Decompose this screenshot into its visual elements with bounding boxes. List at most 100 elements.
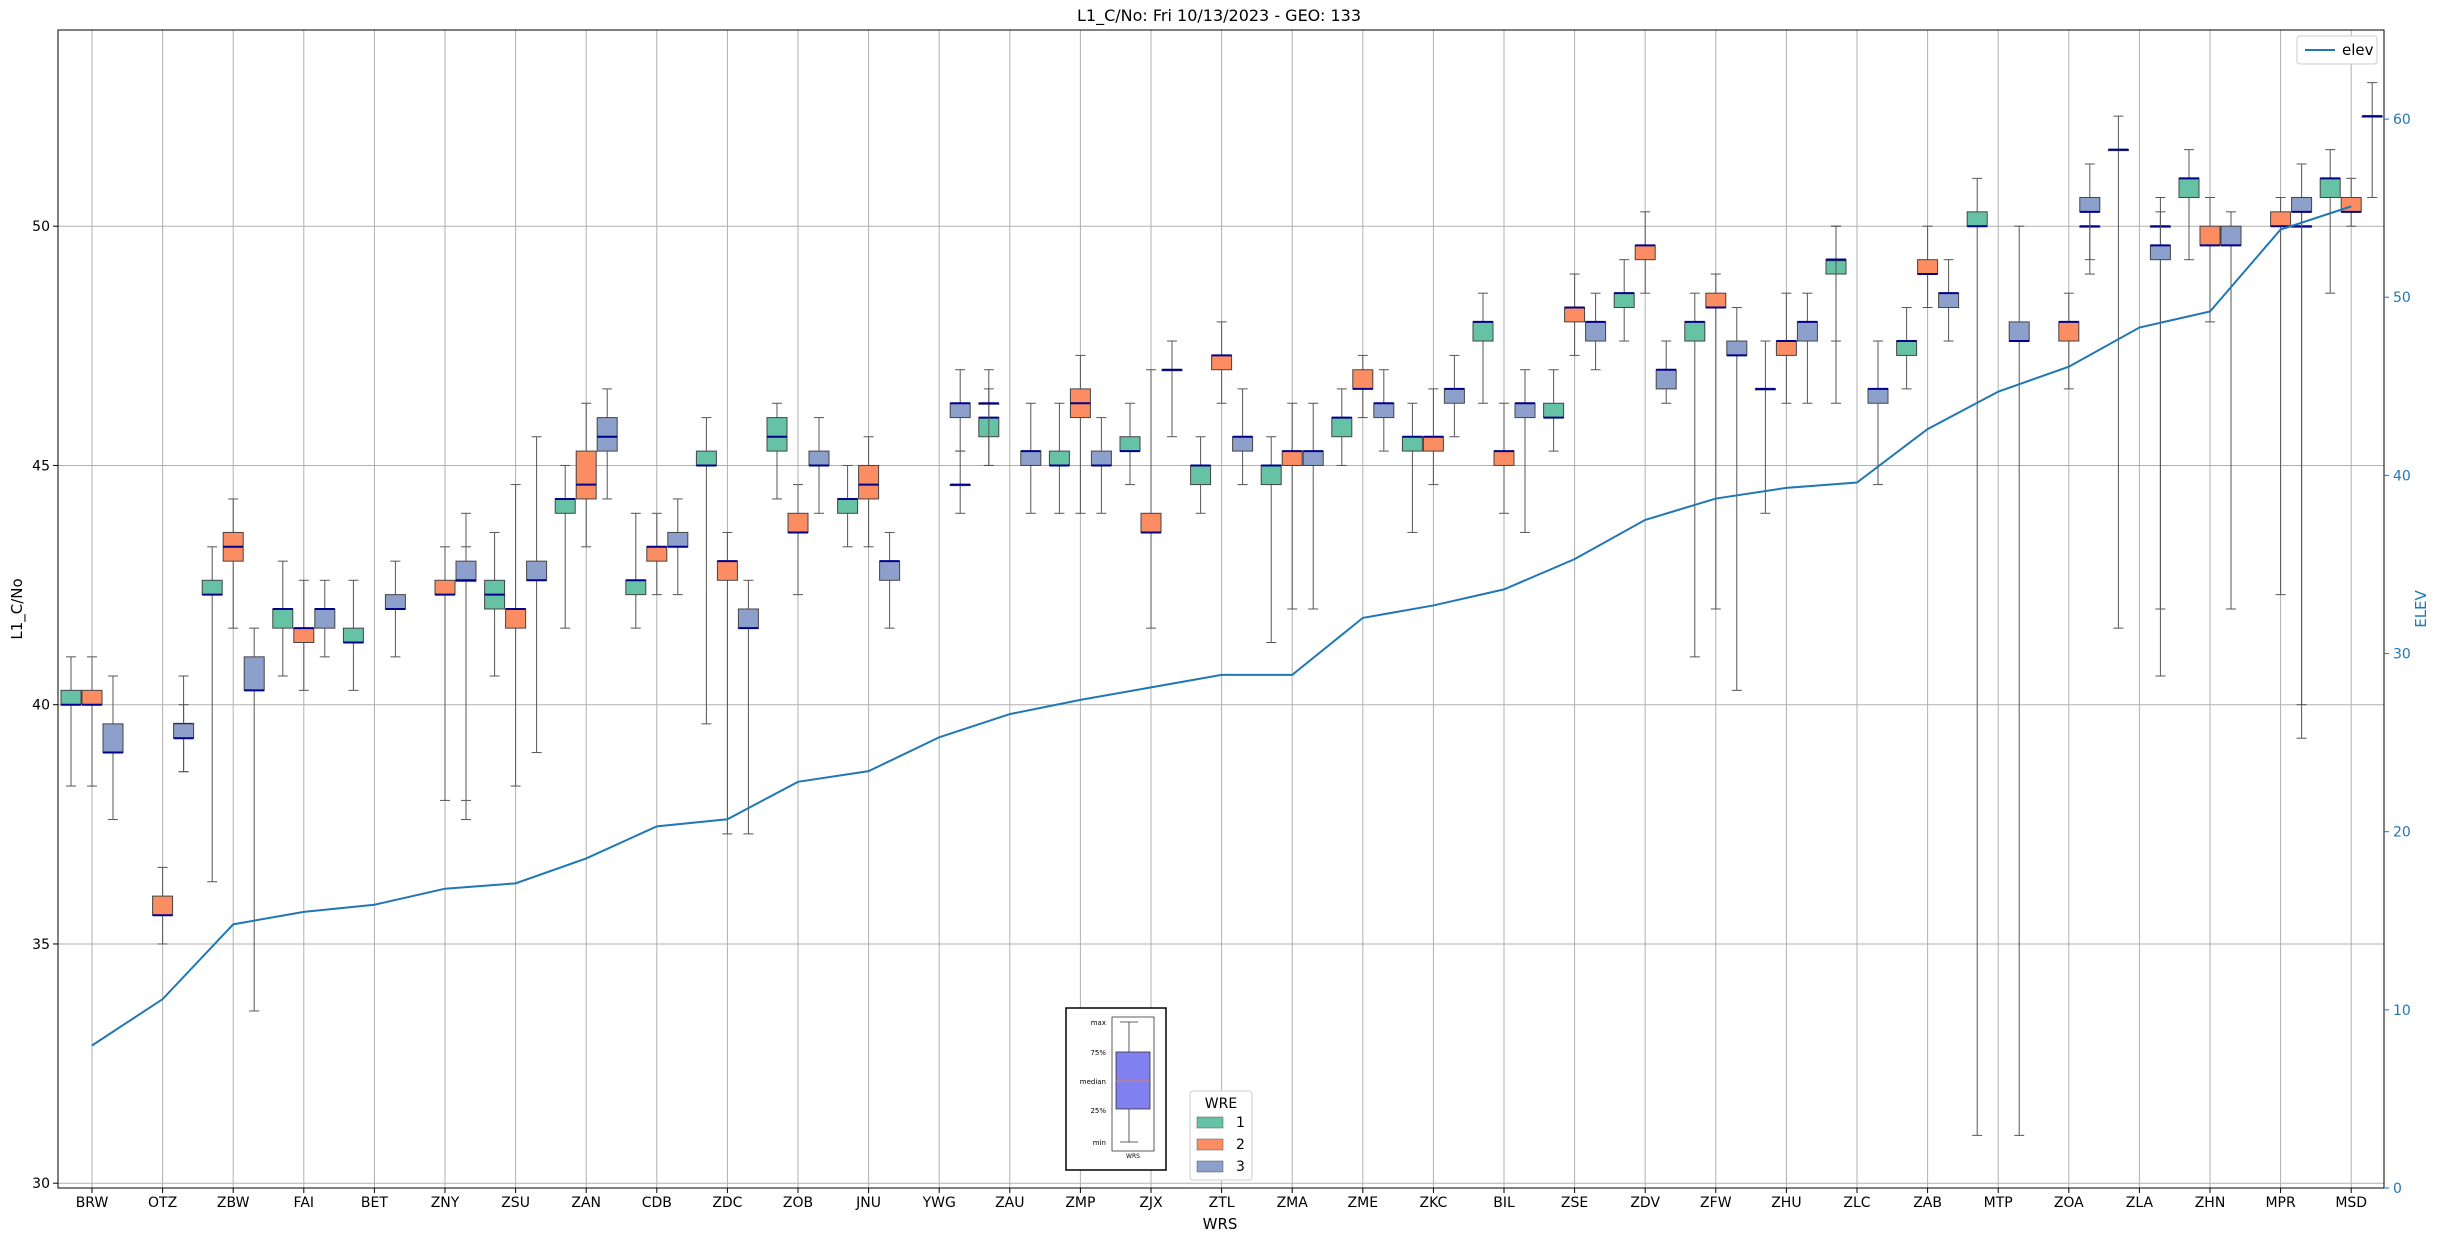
inset-max: max xyxy=(1091,1019,1106,1027)
box-wre-3 xyxy=(667,498,689,596)
box-iqr xyxy=(1422,436,1444,452)
x-tick-label: OTZ xyxy=(148,1195,177,1211)
box-iqr xyxy=(1331,417,1353,438)
box-wre-2 xyxy=(1281,402,1303,610)
box-iqr xyxy=(837,498,859,514)
x-tick-label: ZKC xyxy=(1420,1195,1448,1211)
box-iqr xyxy=(1302,450,1324,466)
box-iqr xyxy=(1401,436,1423,452)
box-iqr xyxy=(102,723,124,754)
box-iqr xyxy=(1775,340,1797,356)
x-axis-label: WRS xyxy=(1203,1215,1238,1233)
box-iqr xyxy=(2220,225,2242,246)
x-tick-label: ZOB xyxy=(783,1195,813,1211)
box-iqr xyxy=(858,464,880,500)
box-iqr xyxy=(1048,450,1070,466)
box-iqr xyxy=(808,450,830,466)
legend-wre-2: 2 xyxy=(1236,1137,1245,1153)
box-wre-1 xyxy=(1260,436,1282,643)
box-wre-2 xyxy=(293,579,315,691)
box-wre-3 xyxy=(1938,259,1960,342)
inset-q3: 75% xyxy=(1090,1049,1106,1057)
x-tick-label: ZFW xyxy=(1700,1195,1732,1211)
box-wre-2 xyxy=(505,484,527,787)
y2-tick-label: 10 xyxy=(2393,1003,2411,1019)
x-tick-label: MTP xyxy=(1984,1195,2013,1211)
box-wre-3 xyxy=(1373,369,1395,452)
x-axis: BRW OTZ ZBW FAI BET ZNY ZSU ZAN CDB ZDC ZOB JNU YWG Z… xyxy=(76,1188,2367,1211)
box-wre-3 xyxy=(1754,340,1776,514)
x-tick-label: ZHU xyxy=(1771,1195,1801,1211)
box-wre-1 xyxy=(1190,436,1212,514)
box-iqr xyxy=(1543,402,1565,419)
box-wre-3 xyxy=(1655,340,1677,404)
box-iqr xyxy=(342,627,364,643)
x-tick-label: MSD xyxy=(2335,1195,2367,1211)
x-tick-label: ZMA xyxy=(1277,1195,1309,1211)
box-wre-3 xyxy=(243,627,265,1012)
elev-line xyxy=(91,205,2352,1047)
box-wre-3 xyxy=(2291,163,2313,706)
box-iqr xyxy=(1190,464,1212,486)
box-iqr xyxy=(1373,402,1395,419)
x-tick-label: ZLA xyxy=(2126,1195,2154,1211)
box-iqr xyxy=(646,546,668,562)
box-iqr xyxy=(625,579,647,596)
box-iqr xyxy=(2319,177,2341,198)
x-tick-label: JNU xyxy=(855,1195,881,1211)
box-wre-1 xyxy=(1543,369,1565,452)
box-wre-1 xyxy=(1896,307,1918,390)
y-tick-label: 50 xyxy=(32,219,50,235)
box-iqr xyxy=(1140,512,1162,533)
box-iqr xyxy=(1090,450,1112,466)
box-wre-1 xyxy=(1684,292,1706,658)
box-wre-3 xyxy=(455,512,477,801)
x-tick-label: ZMP xyxy=(1065,1195,1095,1211)
box-wre-1 xyxy=(695,417,717,725)
box-iqr xyxy=(554,498,576,514)
box-wre-2 xyxy=(2058,292,2080,390)
box-iqr xyxy=(434,579,456,596)
x-tick-label: CDB xyxy=(642,1195,672,1211)
inset-median: median xyxy=(1080,1078,1106,1086)
box-wre-1 xyxy=(484,531,506,677)
legend-wre-1: 1 xyxy=(1236,1115,1245,1131)
x-tick-label: ZAU xyxy=(995,1195,1024,1211)
box-iqr xyxy=(152,895,174,916)
x-tick-label: ZSE xyxy=(1561,1195,1588,1211)
box-iqr xyxy=(1655,369,1677,390)
box-iqr xyxy=(2270,211,2292,227)
box-iqr xyxy=(1585,321,1607,342)
x-tick-label: ZBW xyxy=(217,1195,250,1211)
box-wre-1 xyxy=(766,402,788,500)
box-wre-3 xyxy=(737,579,759,835)
box-wre-3 xyxy=(949,450,971,514)
box-wre-3 xyxy=(1232,388,1254,486)
boxes xyxy=(60,82,2383,1136)
box-iqr xyxy=(1514,402,1536,419)
box-wre-3 xyxy=(1020,402,1042,514)
x-tick-label: ZAB xyxy=(1913,1195,1942,1211)
box-iqr xyxy=(2178,177,2200,198)
x-tick-label: YWG xyxy=(922,1195,956,1211)
y2-axis-label: ELEV xyxy=(2412,589,2430,627)
box-wre-3 xyxy=(526,436,548,754)
box-wre-3 xyxy=(596,388,618,500)
box-iqr xyxy=(2058,321,2080,342)
x-tick-label: BRW xyxy=(76,1195,109,1211)
box-iqr xyxy=(526,560,548,581)
box-wre-2 xyxy=(646,512,668,596)
box-wre-2 xyxy=(2199,196,2221,323)
box-iqr xyxy=(949,402,971,419)
x-tick-label: ZTL xyxy=(1209,1195,1235,1211)
box-iqr xyxy=(1232,436,1254,452)
box-wre-3 xyxy=(2079,163,2101,261)
box-wre-1 xyxy=(342,579,364,691)
box-wre-1 xyxy=(1613,259,1635,342)
box-iqr xyxy=(2199,225,2221,246)
box-iqr xyxy=(1352,369,1374,390)
box-iqr xyxy=(1684,321,1706,342)
box-iqr xyxy=(173,723,195,739)
box-iqr xyxy=(695,450,717,466)
